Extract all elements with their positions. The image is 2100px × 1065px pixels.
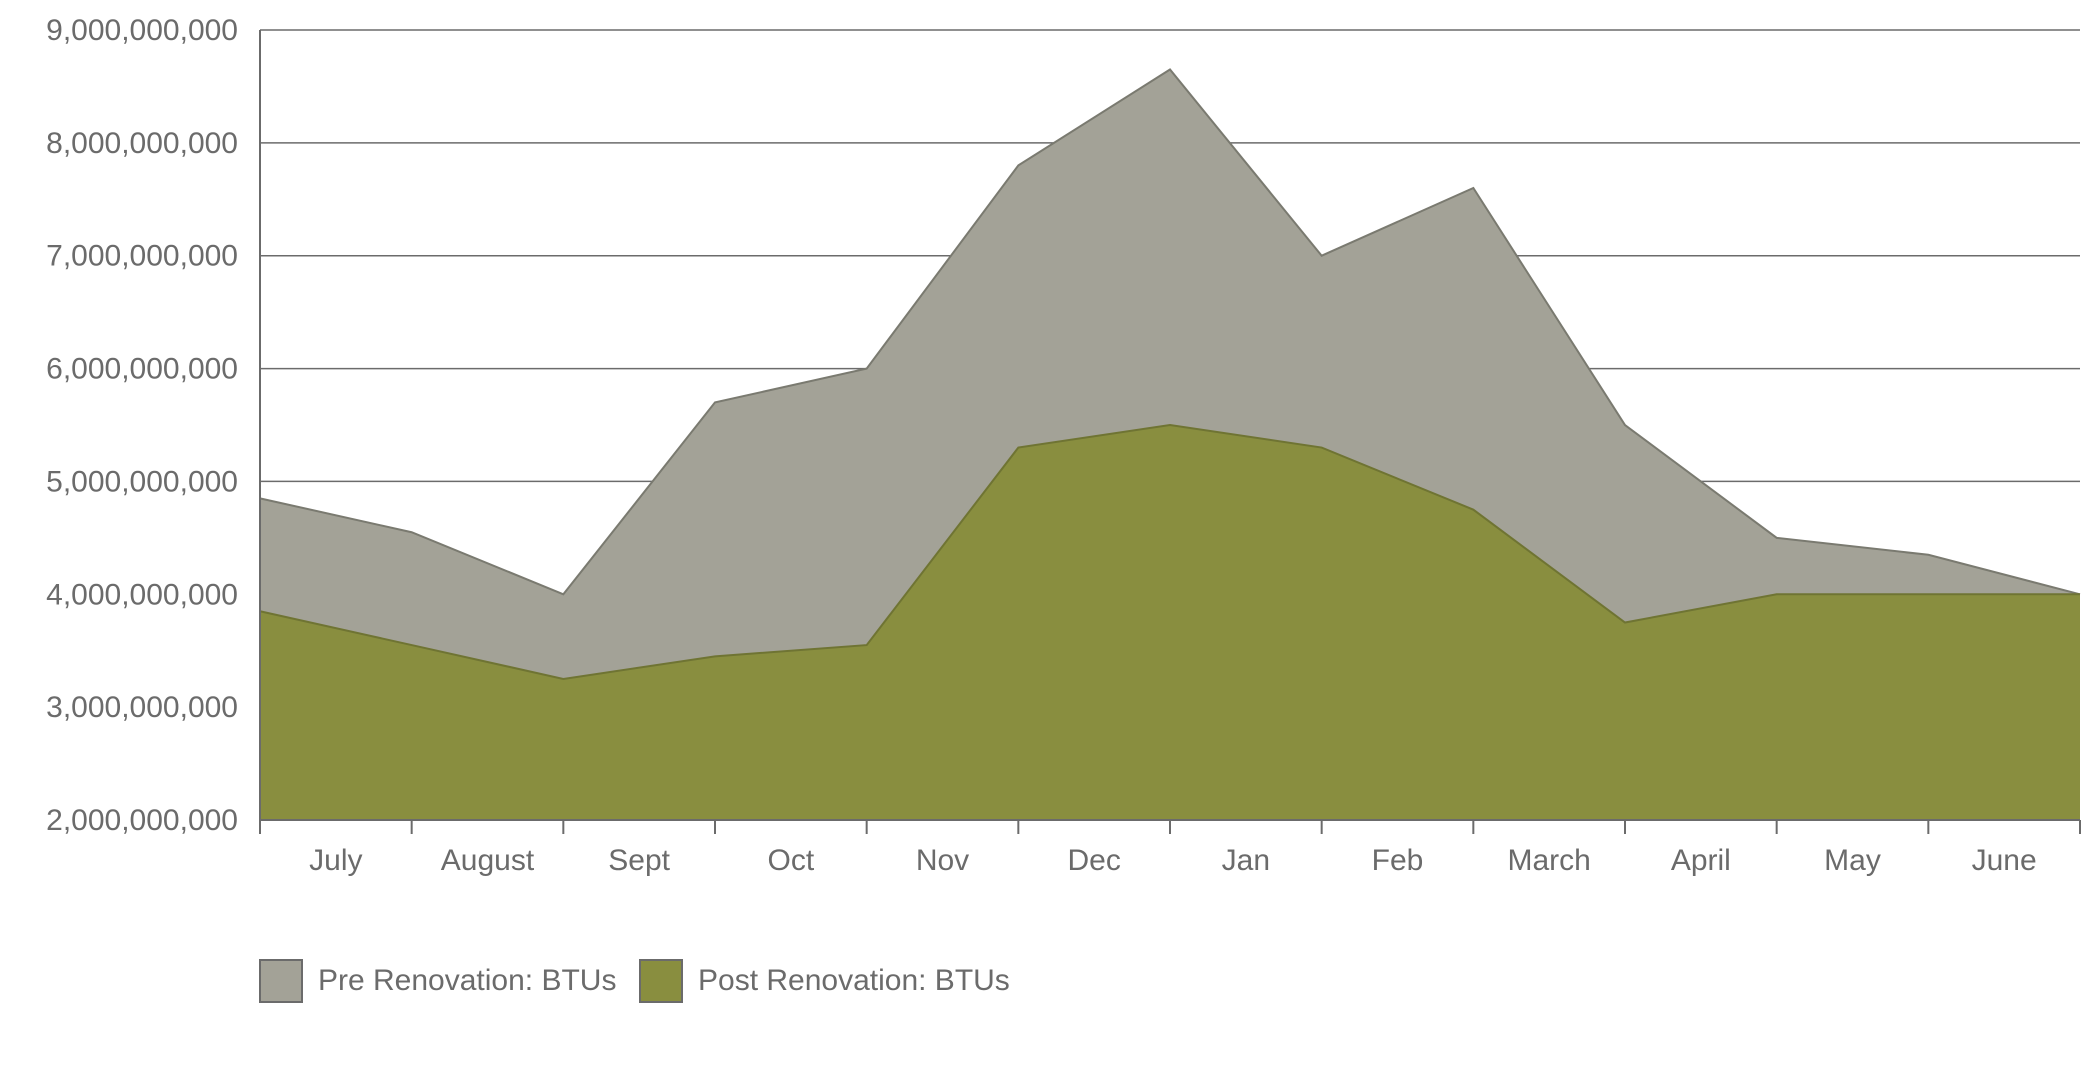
y-tick-label: 7,000,000,000 [46,240,238,273]
y-tick-label: 5,000,000,000 [46,465,238,498]
y-tick-label: 4,000,000,000 [46,578,238,611]
x-tick-label: March [1507,844,1590,877]
legend-label-pre: Pre Renovation: BTUs [318,964,616,997]
y-tick-label: 8,000,000,000 [46,127,238,160]
x-tick-label: Jan [1222,844,1270,877]
legend-label-post: Post Renovation: BTUs [698,964,1010,997]
legend-swatch-pre [260,960,302,1002]
x-tick-label: Feb [1372,844,1424,877]
btu-area-chart: 2,000,000,000 3,000,000,000 4,000,000,000 5… [0,0,2100,1065]
x-tick-label: Sept [608,844,670,877]
legend-swatch-post [640,960,682,1002]
x-tick-label: July [309,844,362,877]
chart-svg: 2,000,000,000 3,000,000,000 4,000,000,000 5… [0,0,2100,1065]
x-tick-label: May [1824,844,1881,877]
x-tick-label: August [441,844,535,877]
x-tick-label: Nov [916,844,969,877]
y-tick-label: 9,000,000,000 [46,14,238,47]
y-tick-label: 3,000,000,000 [46,691,238,724]
y-tick-label: 6,000,000,000 [46,353,238,386]
x-tick-label: Dec [1067,844,1120,877]
x-tick-label: June [1972,844,2037,877]
y-tick-label: 2,000,000,000 [46,804,238,837]
x-tick-label: April [1671,844,1731,877]
x-tick-label: Oct [767,844,814,877]
